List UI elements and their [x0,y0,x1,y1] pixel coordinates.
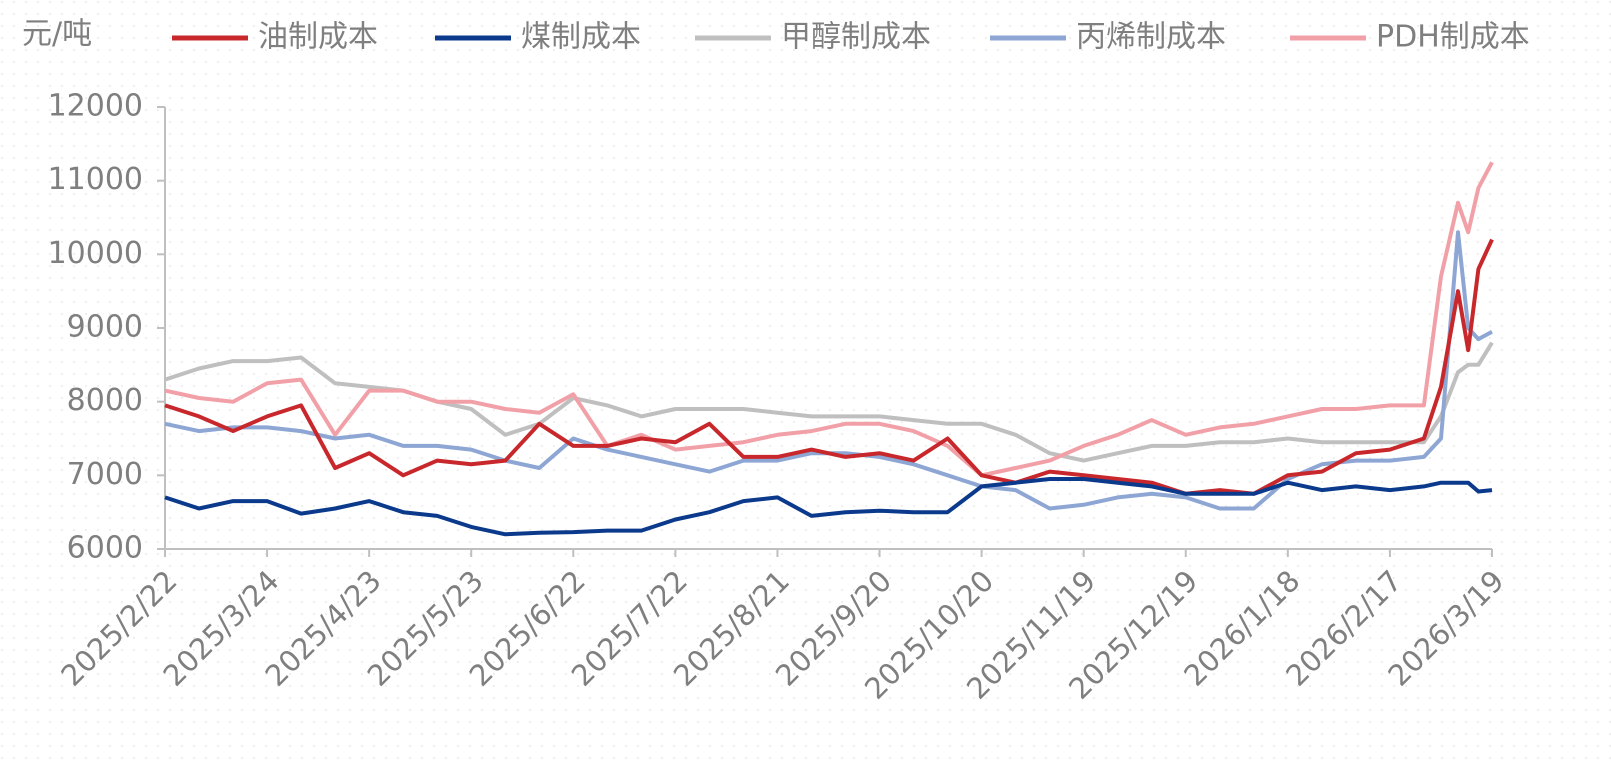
legend-label: 煤制成本 [521,20,641,55]
y-tick-label: 11000 [48,162,143,197]
y-tick-label: 7000 [67,457,143,492]
series-line [164,230,1493,511]
y-tick-label: 8000 [67,383,143,418]
y-tick-label: 12000 [48,89,143,124]
legend-label: 甲醇制成本 [781,20,931,55]
y-tick-label: 10000 [48,236,143,271]
y-tick-label: 9000 [67,310,143,345]
y-tick-label: 6000 [67,531,143,566]
series-line [164,238,1494,496]
series-line [164,161,1494,478]
legend-label: PDH制成本 [1376,20,1530,55]
legend-label: 丙烯制成本 [1076,20,1226,55]
series-line [164,477,1493,537]
legend-label: 油制成本 [258,20,378,55]
y-axis-unit: 元/吨 [22,17,92,52]
